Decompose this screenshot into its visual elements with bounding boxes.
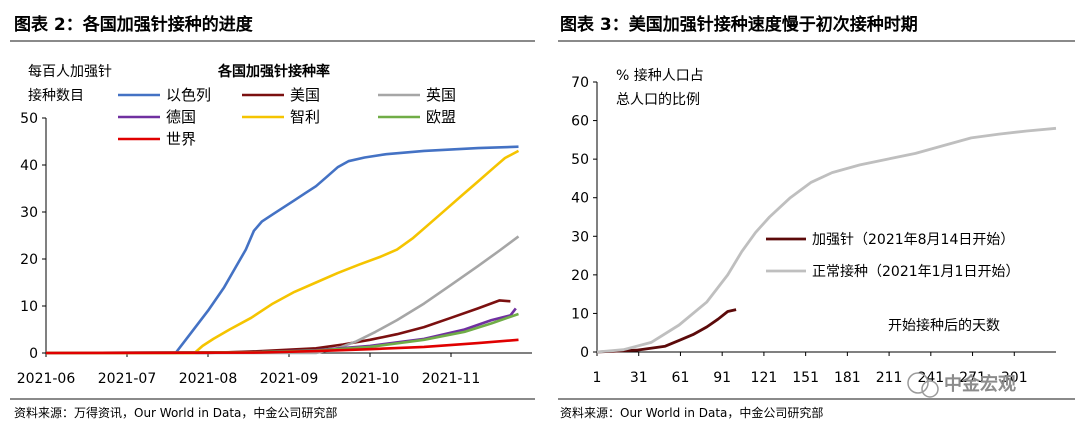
x-tick-label: 121 [751,370,778,386]
y-tick-label: 70 [571,75,589,91]
x-tick-label: 2021-08 [179,371,238,387]
y-tick-label: 0 [29,346,38,362]
y-axis-label: 接种数目 [28,87,84,104]
legend-title: 各国加强针接种率 [217,63,330,80]
left-source-rule [10,398,535,400]
right-source-note: 资料来源：Our World in Data，中金公司研究部 [560,406,824,420]
series-line-加强针-2021年8月14日开始 [596,308,737,354]
wechat-icon [907,372,929,394]
wechat-icon-inner [921,380,939,398]
series-line-正常接种-2021年1月1日开始 [596,126,1057,354]
x-tick-label: 61 [672,370,690,386]
x-tick-label: 2021-11 [422,371,481,387]
y-tick-label: 0 [580,345,589,361]
y-tick-label: 20 [571,268,589,284]
legend-label-智利: 智利 [290,108,320,126]
legend-label-正常接种-2021年1月1日开始: 正常接种（2021年1月1日开始） [812,263,1019,280]
series-line-以色列 [46,145,519,355]
x-tick-label: 211 [876,370,903,386]
x-tick-label: 301 [1001,370,1028,386]
y-tick-label: 30 [571,229,589,245]
x-tick-label: 31 [630,370,648,386]
y-tick-label: 20 [20,252,38,268]
y-axis-label: 总人口的比例 [616,92,700,108]
x-tick-label: 2021-09 [260,371,319,387]
y-tick-label: 40 [571,191,589,207]
x-tick-label: 181 [834,370,861,386]
y-tick-label: 10 [571,306,589,322]
x-tick-label: 2021-07 [98,371,157,387]
left-panel: 图表 2：各国加强针接种的进度 0 10 20 30 40 50 2021-06 2021-0… [10,15,535,420]
right-panel: 图表 3：美国加强针接种速度慢于初次接种时期 0 10 20 30 40 50 60 70 1 3… [540,0,1080,436]
y-tick-label: 50 [20,111,38,127]
right-chart: 0 10 20 30 40 50 60 70 1 31 61 91 121 151 181 211 241 271… [571,67,1057,398]
watermark-text: 中金宏观 [944,373,1016,395]
y-tick-label: 10 [20,299,38,315]
y-tick-label: 30 [20,205,38,221]
series-line-智利 [46,149,520,355]
x-tick-label: 241 [917,370,944,386]
x-tick-label: 151 [792,370,819,386]
left-source-note: 资料来源：万得资讯，Our World in Data，中金公司研究部 [14,406,338,420]
x-tick-label: 91 [713,370,731,386]
y-tick-label: 60 [571,114,589,130]
right-title-rule [558,40,1075,42]
left-chart-title: 图表 2：各国加强针接种的进度 [14,15,253,35]
y-tick-label: 50 [571,152,589,168]
legend-label-欧盟: 欧盟 [426,108,456,126]
x-tick-label: 1 [593,370,602,386]
x-tick-label: 271 [959,370,986,386]
y-axis-label: % 接种人口占 [616,67,704,84]
legend-label-世界: 世界 [166,130,196,148]
x-tick-label: 2021-06 [17,371,76,387]
x-tick-label: 2021-10 [341,371,400,387]
y-tick-label: 40 [20,158,38,174]
x-axis-label: 开始接种后的天数 [888,317,1000,334]
legend-label-德国: 德国 [166,108,196,126]
series-line-世界 [45,338,519,355]
right-chart-title: 图表 3：美国加强针接种速度慢于初次接种时期 [560,15,918,35]
left-title-rule [10,40,535,42]
left-chart: 0 10 20 30 40 50 2021-06 2021-07 2021-08 2021-09 2… [17,63,532,387]
legend-label-加强针-2021年8月14日开始: 加强针（2021年8月14日开始） [812,232,1014,248]
y-axis-label: 每百人加强针 [28,64,112,80]
right-source-rule [558,398,1075,400]
legend-label-以色列: 以色列 [166,86,211,104]
legend-label-美国: 美国 [290,86,320,104]
legend-label-英国: 英国 [426,86,456,104]
